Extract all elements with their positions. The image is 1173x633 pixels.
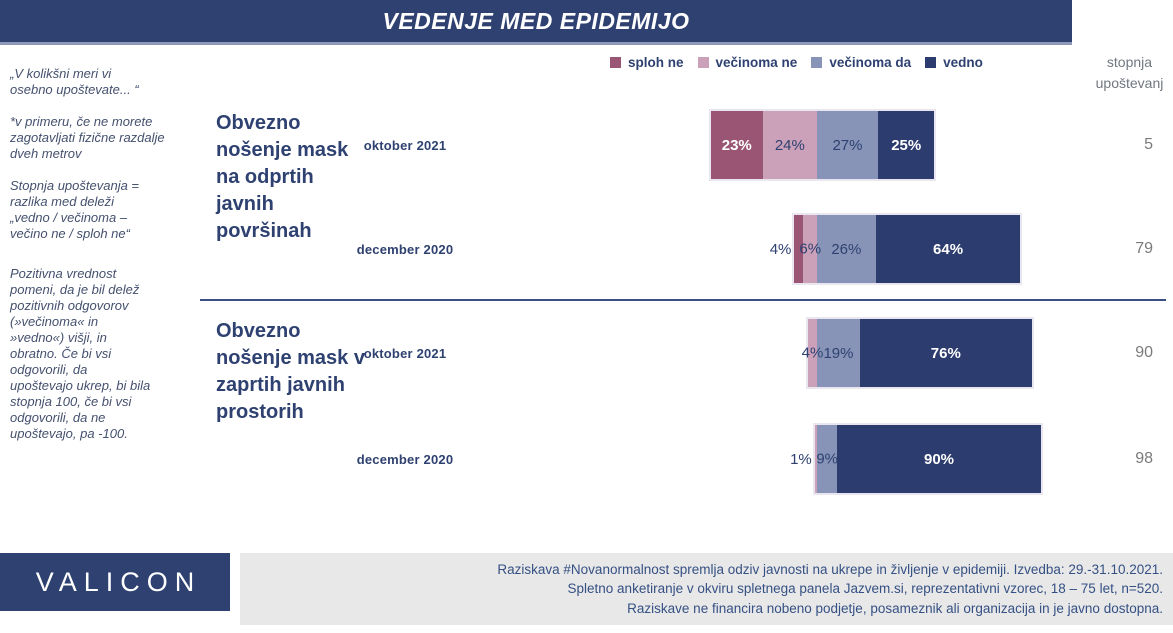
legend-item: večinoma da <box>811 55 911 70</box>
footer-line-2: Spletno anketiranje v okviru spletnega p… <box>567 581 1163 597</box>
bar-segment: 19% <box>816 319 860 387</box>
sidebar-notes: „V kolikšni meri vi osebno upoštevate...… <box>10 66 200 442</box>
legend-swatch-icon <box>610 57 621 68</box>
row-date-label: december 2020 <box>356 241 454 257</box>
bar-segment-label: 27% <box>832 136 863 154</box>
score-explanation-note: Pozitivna vrednost pomeni, da je bil del… <box>10 266 151 441</box>
legend-item: vedno <box>925 55 983 70</box>
legend-label: večinoma ne <box>715 55 798 70</box>
bar-segment-label: 26% <box>831 240 862 258</box>
bar-segment <box>807 319 817 387</box>
legend-item: večinoma ne <box>697 55 798 70</box>
score-value: 79 <box>1135 240 1153 257</box>
stacked-bar: 6% 26% 64% <box>794 215 1021 283</box>
group-title: Obvezno nošenje mask v zaprtih javnih pr… <box>216 320 365 423</box>
stacked-bar: 23% 24% 27% 25% <box>710 111 935 179</box>
row-date-label: december 2020 <box>356 451 454 467</box>
legend-label: večinoma da <box>829 55 912 70</box>
bar-segment <box>814 425 817 493</box>
row-date-label: oktober 2021 <box>363 345 447 361</box>
bar-segment-label: 64% <box>933 240 964 258</box>
group-divider <box>200 299 1166 301</box>
bar-segment-label: 25% <box>891 136 922 154</box>
stacked-bar: 9% 90% <box>814 425 1041 493</box>
group-title: Obvezno nošenje mask na odprtih javnih p… <box>216 112 349 242</box>
row-date-label: oktober 2021 <box>363 137 447 153</box>
legend-label: sploh ne <box>628 55 684 70</box>
legend-swatch-icon <box>697 57 709 68</box>
legend-swatch-icon <box>811 57 823 68</box>
valicon-logo-text: VALICON <box>35 566 202 597</box>
bar-segment: 25% <box>877 111 935 179</box>
right-axis-label: stopnja upoštevanj <box>1082 52 1173 94</box>
right-axis-label-line1: stopnja <box>1106 54 1153 70</box>
bar-segment: 27% <box>816 111 878 179</box>
chart-row: december 2020 4% 6% 26% 64% 79 <box>0 215 1173 283</box>
chart-row: oktober 2021 4% 19% 76% 90 <box>0 319 1173 387</box>
bar-segment-label: 1% <box>790 450 812 468</box>
bar-segment-label: 24% <box>774 136 805 154</box>
legend-swatch-icon <box>925 57 937 68</box>
bar-segment: 64% <box>875 215 1021 283</box>
legend-label: vedno <box>943 55 983 70</box>
valicon-logo: VALICON <box>0 553 230 611</box>
bar-segment: 90% <box>837 425 1041 493</box>
bar-segment-label: 23% <box>721 136 752 154</box>
bar-segment-label: 4% <box>801 344 824 362</box>
bar-segment-label: 90% <box>923 450 955 468</box>
bar-segment <box>816 425 838 493</box>
bar-segment-label: 9% <box>816 450 838 468</box>
right-axis-label-line2: upoštevanj <box>1095 75 1164 91</box>
title-bar: VEDENJE MED EPIDEMIJO <box>0 0 1072 45</box>
survey-question-note: „V kolikšni meri vi osebno upoštevate...… <box>10 66 139 97</box>
bar-segment-label: 19% <box>823 344 854 362</box>
footer-line-3: Raziskave ne financira nobeno podjetje, … <box>627 600 1163 616</box>
bar-segment: 26% <box>816 215 876 283</box>
bar-segment: 24% <box>762 111 817 179</box>
score-value: 90 <box>1135 344 1153 361</box>
chart-row: december 2020 1% 9% 90% 98 <box>0 425 1173 493</box>
bar-segment <box>803 215 817 283</box>
legend: sploh ne večinoma ne večinoma da vedno <box>610 55 997 70</box>
footer-line-1: Raziskava #Novanormalnost spremlja odziv… <box>497 561 1163 577</box>
score-definition-note: Stopnja upoštevanja = razlika med deleži… <box>10 178 140 241</box>
condition-note: *v primeru, če ne morete zagotavljati fi… <box>10 114 165 161</box>
footer-note: Raziskava #Novanormalnost spremlja odziv… <box>240 553 1173 625</box>
bar-segment <box>794 215 804 283</box>
bar-segment-label: 4% <box>769 240 792 258</box>
chart-row: oktober 2021 23% 24% 27% 25% 5 <box>0 111 1173 179</box>
bar-segment-label: 76% <box>930 344 961 362</box>
page-title: VEDENJE MED EPIDEMIJO <box>382 7 690 34</box>
bar-segment: 23% <box>710 111 763 179</box>
bar-segment: 76% <box>859 319 1032 387</box>
legend-item: sploh ne <box>610 55 684 70</box>
stacked-bar: 4% 19% 76% <box>802 319 1032 387</box>
score-value: 98 <box>1135 450 1153 467</box>
score-value: 5 <box>1144 136 1153 153</box>
bar-segment-label: 6% <box>799 240 822 258</box>
